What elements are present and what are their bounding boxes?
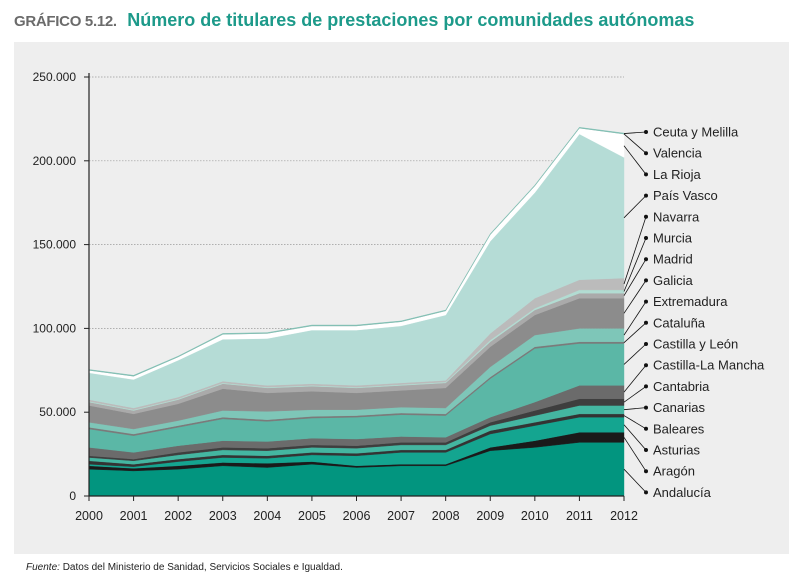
leader-line — [623, 237, 647, 292]
chart-title: GRÁFICO 5.12. Número de titulares de pre… — [14, 10, 694, 31]
leader-dot — [644, 214, 648, 219]
x-tick-label: 2011 — [566, 509, 593, 523]
x-tick-label: 2010 — [521, 509, 549, 523]
y-tick-label: 150.000 — [33, 238, 77, 252]
leader-line — [623, 216, 647, 285]
legend-label: Baleares — [653, 421, 705, 436]
leader-line — [623, 280, 647, 314]
leader-dot — [644, 320, 648, 325]
leader-line — [623, 407, 647, 411]
legend-label: Ceuta y Melilla — [653, 125, 739, 140]
y-tick-label: 50.000 — [39, 405, 76, 419]
legend-label: Castilla-La Mancha — [653, 358, 765, 373]
legend-label: Andalucía — [653, 485, 712, 500]
legend-label: Galicia — [653, 273, 694, 288]
leader-line — [623, 195, 647, 219]
leader-line — [623, 131, 647, 134]
x-tick-label: 2002 — [164, 509, 192, 523]
legend-label: Extremadura — [653, 294, 728, 309]
leader-dot — [644, 299, 648, 304]
x-tick-label: 2004 — [253, 509, 281, 523]
legend-label: La Rioja — [653, 167, 701, 182]
source-text: Datos del Ministerio de Sanidad, Servici… — [59, 562, 343, 573]
leader-line — [623, 437, 647, 472]
leader-dot — [644, 236, 648, 240]
leader-dot — [644, 342, 648, 346]
y-tick-label: 200.000 — [33, 154, 77, 168]
figure-title: Número de titulares de prestaciones por … — [127, 10, 695, 30]
leader-line — [623, 133, 647, 154]
leader-dot — [644, 172, 648, 177]
figure-label: GRÁFICO 5.12. — [14, 13, 117, 30]
leader-line — [623, 258, 647, 296]
leader-dot — [644, 130, 648, 134]
leader-dot — [644, 469, 648, 474]
x-tick-label: 2007 — [387, 509, 415, 523]
y-tick-label: 100.000 — [33, 321, 77, 335]
chart-area: 0 50.000 100.000 150.000 200.000 250.000 2000 2… — [14, 42, 789, 554]
leader-dot — [644, 193, 648, 198]
legend-label: Murcia — [653, 231, 693, 246]
y-tick-label: 0 — [69, 489, 76, 503]
leader-line — [623, 424, 647, 451]
stacked-area-chart: 0 50.000 100.000 150.000 200.000 250.000 2000 2… — [33, 70, 765, 523]
leader-line — [623, 343, 647, 365]
legend-label: Madrid — [653, 252, 693, 267]
y-tick-label: 250.000 — [33, 70, 77, 84]
x-tick-label: 2000 — [75, 509, 103, 523]
leader-dot — [644, 490, 648, 495]
leader-line — [623, 364, 647, 393]
legend-label: Asturias — [653, 443, 700, 458]
legend-label: Canarias — [653, 400, 706, 415]
x-tick-label: 2003 — [209, 509, 237, 523]
leader-line — [623, 386, 647, 403]
legend-label: País Vasco — [653, 188, 718, 203]
legend-label: Navarra — [653, 209, 700, 224]
legend-label: Castilla y León — [653, 337, 738, 352]
x-tick-label: 2008 — [432, 509, 460, 523]
leader-dot — [644, 363, 648, 368]
leader-dot — [644, 384, 648, 389]
leader-line — [623, 322, 647, 343]
legend-label: Aragón — [653, 464, 695, 479]
leader-dot — [644, 405, 648, 410]
legend-label: Cantabria — [653, 379, 710, 394]
leader-dot — [644, 426, 648, 431]
leader-line — [623, 415, 647, 430]
leader-line — [623, 301, 647, 336]
x-tick-label: 2006 — [343, 509, 371, 523]
leader-line — [623, 145, 647, 175]
leader-dot — [644, 278, 648, 283]
legend-label: Valencia — [653, 146, 703, 161]
x-tick-label: 2001 — [120, 509, 148, 523]
x-tick-label: 2005 — [298, 509, 326, 523]
leader-dot — [644, 257, 648, 262]
source-note: Fuente: Datos del Ministerio de Sanidad,… — [26, 562, 343, 573]
legend-label: Cataluña — [653, 315, 706, 330]
leader-line — [623, 468, 647, 493]
x-tick-label: 2012 — [610, 509, 638, 523]
leader-dot — [644, 448, 648, 452]
x-tick-label: 2009 — [476, 509, 504, 523]
source-label: Fuente: — [26, 562, 60, 573]
leader-dot — [644, 151, 648, 156]
